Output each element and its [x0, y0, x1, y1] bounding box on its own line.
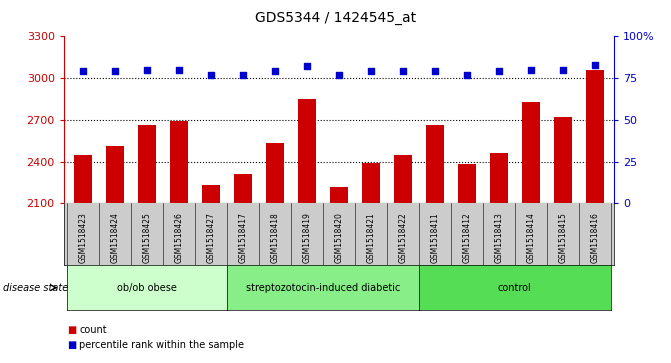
Point — [301, 64, 312, 69]
Text: GSM1518420: GSM1518420 — [334, 212, 344, 264]
Text: GSM1518424: GSM1518424 — [111, 212, 119, 264]
Bar — [554, 117, 572, 203]
Bar — [426, 125, 444, 203]
Point — [397, 69, 408, 74]
Text: GSM1518412: GSM1518412 — [462, 212, 471, 263]
Text: GSM1518411: GSM1518411 — [430, 212, 440, 263]
Bar — [586, 70, 604, 203]
Text: GSM1518421: GSM1518421 — [366, 212, 375, 263]
Point — [429, 69, 440, 74]
Text: GSM1518426: GSM1518426 — [174, 212, 183, 264]
Point — [333, 72, 344, 78]
Text: GSM1518418: GSM1518418 — [270, 212, 279, 263]
Point — [366, 69, 376, 74]
Point — [525, 67, 536, 73]
Bar — [330, 187, 348, 203]
Text: disease state: disease state — [3, 283, 68, 293]
Bar — [522, 102, 539, 203]
Bar — [394, 155, 411, 203]
Bar — [138, 125, 156, 203]
Text: streptozotocin-induced diabetic: streptozotocin-induced diabetic — [246, 283, 400, 293]
Bar — [490, 153, 507, 203]
Text: GSM1518413: GSM1518413 — [495, 212, 503, 264]
Text: GSM1518414: GSM1518414 — [526, 212, 535, 264]
Text: GSM1518425: GSM1518425 — [142, 212, 152, 264]
Text: ■: ■ — [67, 340, 76, 350]
Text: percentile rank within the sample: percentile rank within the sample — [79, 340, 244, 350]
Bar — [298, 99, 315, 203]
Bar — [266, 143, 284, 203]
Text: count: count — [79, 325, 107, 335]
Bar — [106, 146, 123, 203]
Point — [462, 72, 472, 78]
Text: GDS5344 / 1424545_at: GDS5344 / 1424545_at — [255, 11, 416, 25]
Bar — [170, 121, 188, 203]
Text: ob/ob obese: ob/ob obese — [117, 283, 177, 293]
Point — [78, 69, 89, 74]
Text: control: control — [498, 283, 531, 293]
Point — [558, 67, 568, 73]
Bar — [458, 164, 476, 203]
Point — [589, 62, 600, 68]
Bar — [234, 174, 252, 203]
Point — [205, 72, 216, 78]
Text: GSM1518423: GSM1518423 — [79, 212, 87, 264]
Bar — [362, 163, 380, 203]
Text: GSM1518422: GSM1518422 — [399, 212, 407, 263]
Text: ■: ■ — [67, 325, 76, 335]
Point — [109, 69, 120, 74]
Point — [174, 67, 185, 73]
Text: GSM1518415: GSM1518415 — [558, 212, 567, 264]
Text: GSM1518427: GSM1518427 — [207, 212, 215, 264]
Text: GSM1518419: GSM1518419 — [303, 212, 311, 264]
Point — [270, 69, 280, 74]
Bar — [74, 155, 92, 203]
Point — [493, 69, 504, 74]
Text: GSM1518417: GSM1518417 — [238, 212, 248, 264]
Point — [238, 72, 248, 78]
Point — [142, 67, 152, 73]
Text: GSM1518416: GSM1518416 — [590, 212, 599, 264]
Bar — [202, 185, 219, 203]
